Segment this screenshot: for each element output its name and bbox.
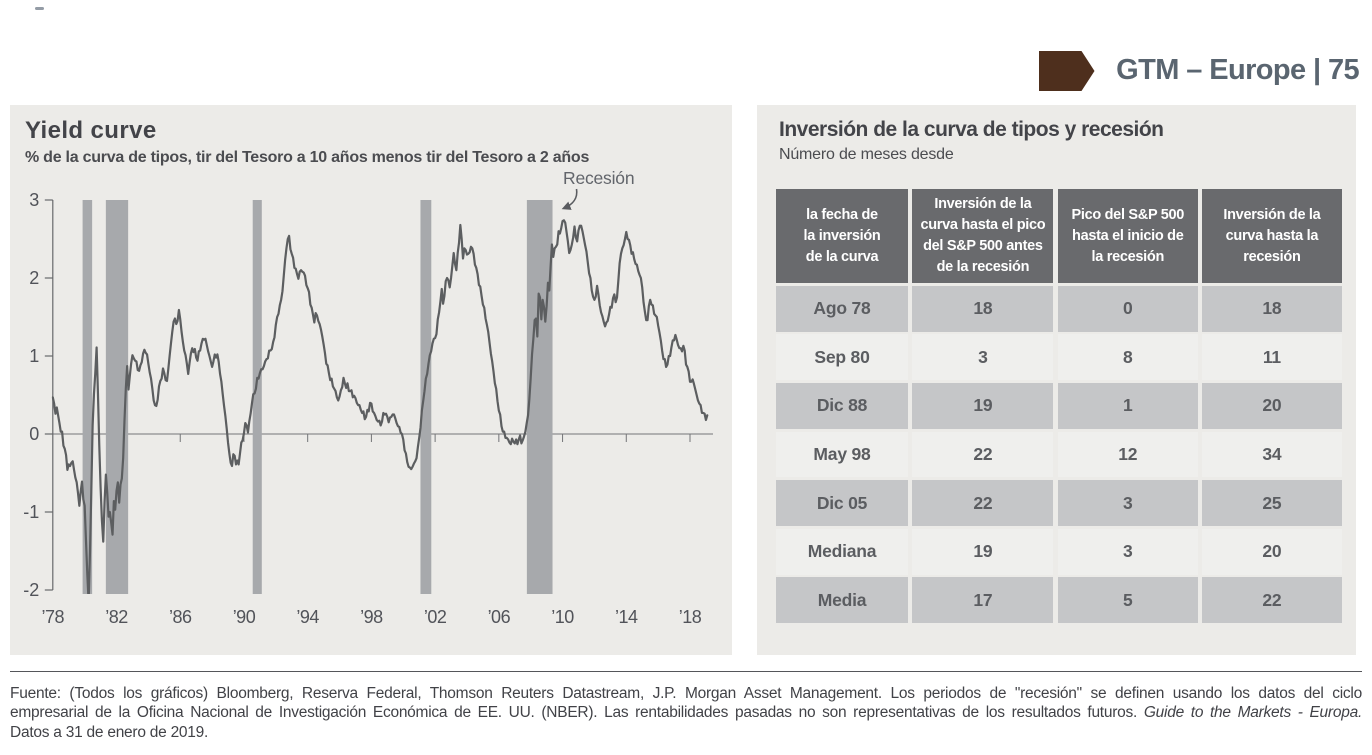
table-subtitle: Número de meses desde (779, 146, 954, 163)
x-label-2002: ’02 (424, 607, 447, 627)
chart-title: Yield curve (25, 117, 157, 144)
x-label-2006: ’06 (488, 607, 511, 627)
table-cell-r5-c2: 22 (912, 480, 1054, 526)
inversion-table-panel: Inversión de la curva de tipos y recesió… (757, 105, 1356, 655)
table-cell-r6-c2: 19 (912, 528, 1054, 575)
slide-header: GTM – Europe | 75 (0, 0, 1372, 100)
x-label-1982: ’82 (105, 607, 128, 627)
table-cell-r7-c4: 22 (1202, 577, 1342, 624)
table-cell-r5-c3: 3 (1057, 480, 1198, 526)
gtm-arrow-icon (1039, 51, 1095, 91)
y-label--2: -2 (23, 580, 39, 600)
source-line-3: Datos a 31 de enero de 2019. (10, 723, 209, 741)
source-line-2: empresarial de la Oficina Nacional de In… (10, 703, 1362, 723)
table-cell-r4-c2: 22 (912, 431, 1054, 478)
table-cell-r1-c3: 0 (1057, 285, 1198, 332)
yield-curve-panel: 3 2 1 0 -1 -2’78 ’82 ’86 ’90 ’94 ’98 ’02 ’06 ’10 ’14 ’1… (10, 105, 732, 655)
recession-band-1 (82, 200, 93, 594)
table-cell-r7-c2: 17 (912, 577, 1054, 624)
table-cell-r1-c2: 18 (912, 285, 1054, 332)
logo-fragment (35, 7, 44, 10)
table-cell-r5-c1: Dic 05 (776, 480, 908, 526)
table-cell-r7-c1: Media (776, 577, 908, 624)
x-label-2014: ’14 (615, 607, 638, 627)
y-label-3: 3 (29, 190, 39, 210)
recession-annotation-label: Recesión (563, 168, 634, 188)
table-cell-r7-c3: 5 (1057, 577, 1198, 624)
y-label--1: -1 (23, 502, 39, 522)
table-header-col-2: Inversión de la curva hasta el pico del … (912, 189, 1054, 283)
source-line-1: Fuente: (Todos los gráficos) Bloomberg, … (10, 684, 1362, 702)
table-cell-r4-c3: 12 (1057, 431, 1198, 478)
x-label-1978: ’78 (42, 607, 65, 627)
x-label-1990: ’90 (233, 607, 256, 627)
table-cell-r2-c4: 11 (1202, 334, 1342, 381)
table-cell-r1-c4: 18 (1202, 285, 1342, 332)
table-cell-r2-c1: Sep 80 (776, 334, 908, 381)
table-header-col-3: Pico del S&P 500 hasta el inicio de la r… (1057, 189, 1198, 283)
table-cell-r4-c4: 34 (1202, 431, 1342, 478)
table-cell-r4-c1: May 98 (776, 431, 908, 478)
y-label-1: 1 (29, 346, 39, 366)
y-label-0: 0 (29, 424, 39, 444)
recession-band-3 (252, 200, 262, 594)
table-header-col-1: la fecha de la inversión de la curva (776, 189, 908, 283)
table-header-col-4: Inversión de la curva hasta la recesión (1202, 189, 1342, 283)
yield-spread-line (51, 219, 709, 594)
table-cell-r2-c2: 3 (912, 334, 1054, 381)
x-label-1986: ’86 (169, 607, 192, 627)
table-cell-r2-c3: 8 (1057, 334, 1198, 381)
footer-rule (10, 671, 1362, 672)
x-label-2018: ’18 (679, 607, 702, 627)
table-cell-r6-c3: 3 (1057, 528, 1198, 575)
recession-band-5 (526, 200, 553, 594)
chart-subtitle: % de la curva de tipos, tir del Tesoro a… (25, 149, 590, 166)
x-label-1998: ’98 (360, 607, 383, 627)
table-cell-r1-c1: Ago 78 (776, 285, 908, 332)
table-cell-r5-c4: 25 (1202, 480, 1342, 526)
y-label-2: 2 (29, 268, 39, 288)
recession-band-2 (105, 200, 129, 594)
table-cell-r3-c3: 1 (1057, 382, 1198, 429)
guide-title: Guide to the Markets - Europa. (1143, 704, 1363, 722)
table-cell-r3-c1: Dic 88 (776, 382, 908, 429)
source-line-2-text: empresarial de la Oficina Nacional de In… (10, 704, 1144, 722)
slide-label: GTM – Europe | 75 (1116, 54, 1359, 86)
table-cell-r3-c4: 20 (1202, 382, 1342, 429)
table-cell-r6-c1: Mediana (776, 528, 908, 575)
table-cell-r3-c2: 19 (912, 382, 1054, 429)
inversion-table: la fecha de la inversión de la curva Inve… (776, 189, 1342, 624)
table-cell-r6-c4: 20 (1202, 528, 1342, 575)
source-note: Fuente: (Todos los gráficos) Bloomberg, … (10, 684, 1362, 743)
recession-annotation-arrow (561, 188, 578, 210)
table-title: Inversión de la curva de tipos y recesió… (779, 118, 1164, 141)
x-label-1994: ’94 (296, 607, 319, 627)
yield-curve-chart: 3 2 1 0 -1 -2’78 ’82 ’86 ’90 ’94 ’98 ’02 ’06 ’10 ’14 ’1… (23, 168, 713, 627)
recession-band-4 (420, 200, 432, 594)
x-label-2010: ’10 (551, 607, 574, 627)
